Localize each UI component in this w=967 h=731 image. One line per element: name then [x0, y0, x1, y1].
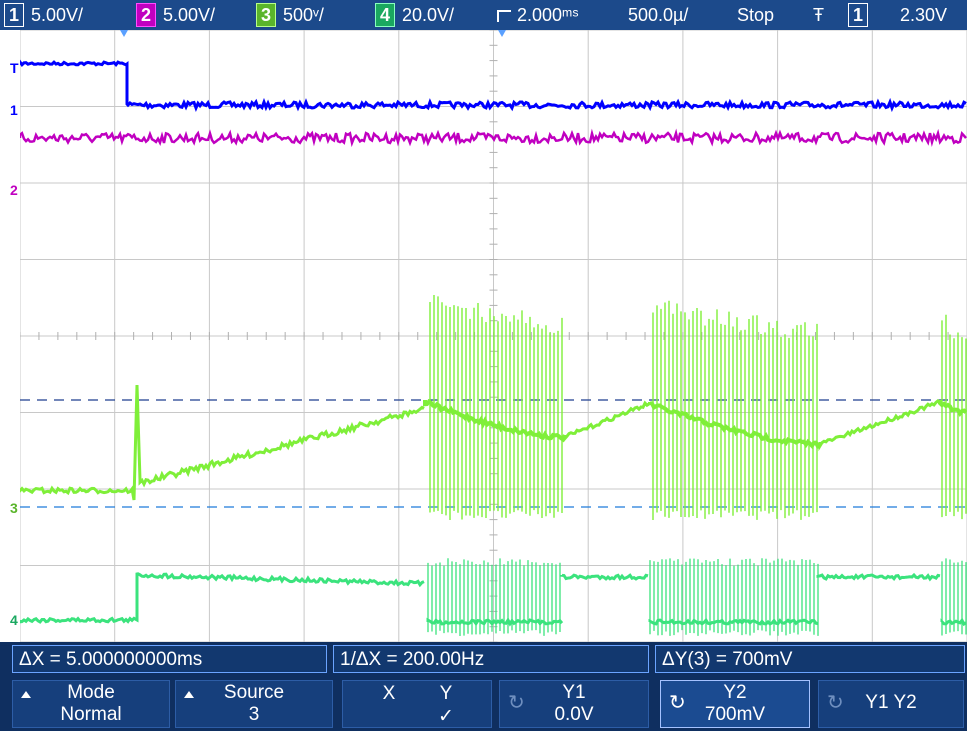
- ch1-scale-value: 5.00V/: [31, 5, 84, 25]
- ch3-recovery-2: [818, 399, 941, 452]
- ch4-high-1: [560, 573, 649, 582]
- ch3-envelope-2: [648, 401, 821, 449]
- ch4-badge: 4: [375, 3, 396, 27]
- source-title: Source: [223, 682, 285, 703]
- measure-delta-y: ΔY(3) = 700mV: [655, 645, 965, 673]
- ch3-waveform-ramp: [20, 384, 425, 501]
- ch4-burst-2-baseline: [648, 617, 819, 626]
- trigger-channel-badge: 1: [848, 3, 869, 27]
- ch2-badge: 2: [136, 3, 157, 27]
- trigger-source[interactable]: 1: [848, 3, 875, 27]
- mode-softkey[interactable]: Mode Normal: [12, 680, 170, 728]
- mode-value: Normal: [60, 704, 122, 725]
- ch3-burst-3: [941, 314, 967, 520]
- delay-marker: [498, 30, 506, 37]
- trigger-slope-icon: Ŧ: [813, 5, 824, 25]
- rotate-knob-icon: ↻: [827, 692, 844, 714]
- source-softkey[interactable]: Source 3: [175, 680, 333, 728]
- ch2-ground-marker[interactable]: 2: [10, 182, 18, 198]
- ch4-scale[interactable]: 4 20.0V/: [375, 3, 454, 27]
- ch2-scale-value: 5.00V/: [163, 5, 216, 25]
- ch3-envelope-3: [938, 400, 967, 418]
- waveforms: [20, 59, 967, 636]
- ch3-envelope-1: [423, 398, 567, 443]
- y1-y2-label: Y1 Y2: [865, 692, 917, 713]
- rotate-knob-icon: ↻: [508, 692, 525, 714]
- ch1-badge: 1: [4, 3, 25, 27]
- status-bar: 1 5.00V/ 2 5.00V/ 3 500ᵛ/ 4 20.0V/ 2.000ᵐˢ 5…: [0, 0, 967, 30]
- y2-softkey[interactable]: ↻ Y2 700mV: [660, 680, 810, 728]
- rotate-knob-icon: ↻: [669, 692, 686, 714]
- y2-title: Y2: [723, 682, 747, 703]
- ch1-waveform: [20, 59, 967, 113]
- y1-y2-softkey[interactable]: ↻ Y1 Y2: [818, 680, 964, 728]
- delay-value: 2.000ᵐˢ: [517, 5, 579, 25]
- y1-value: 0.0V: [554, 704, 594, 725]
- menu-arrow-icon: [21, 691, 31, 698]
- ch3-recovery-1: [563, 400, 650, 443]
- ch4-waveform: [20, 572, 425, 624]
- run-state[interactable]: Stop: [737, 5, 775, 25]
- ch3-scale-value: 500ᵛ/: [283, 5, 324, 25]
- ch3-burst-1: [429, 294, 563, 520]
- ch4-burst-1: [427, 558, 561, 636]
- delay-indicator[interactable]: 2.000ᵐˢ: [497, 3, 578, 27]
- source-value: 3: [248, 704, 260, 725]
- ch4-burst-1-baseline: [426, 617, 564, 627]
- ch4-burst-3-baseline: [940, 617, 967, 627]
- measure-inverse-delta-x: 1/ΔX = 200.00Hz: [333, 645, 649, 673]
- y-option: Y: [439, 683, 453, 704]
- ch3-badge: 3: [256, 3, 277, 27]
- x-option: X: [382, 683, 396, 704]
- trigger-position-marker: [120, 30, 128, 37]
- timebase[interactable]: 500.0µ/: [628, 5, 689, 25]
- measure-delta-x: ΔX = 5.000000000ms: [12, 645, 327, 673]
- ch4-burst-3: [941, 558, 967, 636]
- ch3-ground-marker[interactable]: 3: [10, 500, 18, 516]
- y2-value: 700mV: [704, 704, 766, 725]
- xy-softkey[interactable]: X Y ✓: [342, 680, 492, 728]
- ch1-ground-marker[interactable]: 1: [10, 102, 18, 118]
- trigger-level[interactable]: 2.30V: [900, 5, 948, 25]
- ch2-scale[interactable]: 2 5.00V/: [136, 3, 215, 27]
- ch4-high-2: [816, 572, 941, 582]
- checkmark-icon: ✓: [438, 706, 454, 727]
- ch1-scale[interactable]: 1 5.00V/: [4, 3, 83, 27]
- waveform-display[interactable]: [20, 30, 967, 642]
- y1-softkey[interactable]: ↻ Y1 0.0V: [499, 680, 649, 728]
- menu-arrow-icon: [184, 691, 194, 698]
- ch4-burst-2: [649, 558, 819, 636]
- delay-arrow-icon: [497, 10, 511, 23]
- trigger-level-marker: T: [10, 60, 19, 76]
- y1-title: Y1: [562, 682, 586, 703]
- ch4-ground-marker[interactable]: 4: [10, 612, 18, 628]
- mode-title: Mode: [67, 682, 115, 703]
- ch4-scale-value: 20.0V/: [402, 5, 455, 25]
- ch3-scale[interactable]: 3 500ᵛ/: [256, 3, 324, 27]
- ch2-waveform: [20, 128, 967, 148]
